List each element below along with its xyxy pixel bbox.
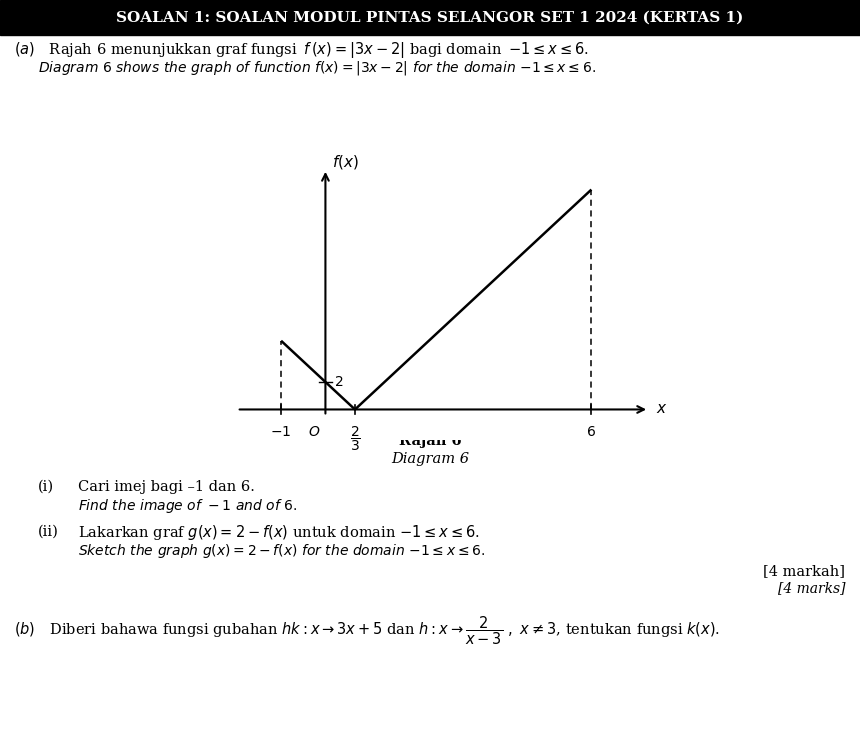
- Text: $\mathit{Sketch\ the\ graph\ }$$\mathit{g(x) = 2 - f(x)\ for\ the\ domain\ }$$-1: $\mathit{Sketch\ the\ graph\ }$$\mathit{…: [78, 542, 485, 560]
- Text: $\dfrac{2}{3}$: $\dfrac{2}{3}$: [349, 425, 360, 453]
- Text: $\mathit{Find\ the\ image\ of\ -1\ and\ of\ 6.}$: $\mathit{Find\ the\ image\ of\ -1\ and\ …: [78, 497, 298, 515]
- Text: (i): (i): [38, 480, 54, 494]
- Text: Cari imej bagi –1 dan 6.: Cari imej bagi –1 dan 6.: [78, 480, 255, 494]
- Text: $6$: $6$: [587, 425, 596, 438]
- Bar: [0, 0, 860, 35]
- Text: (ii): (ii): [38, 525, 58, 539]
- Text: $(a)$ Rajah 6 menunjukkan graf fungsi  $f\/(x) = |3x - 2|$ bagi domain  $-1 \leq: $(a)$ Rajah 6 menunjukkan graf fungsi $f…: [14, 40, 589, 60]
- Text: $x$: $x$: [655, 403, 667, 417]
- Text: $2$: $2$: [335, 375, 344, 389]
- Text: $-1$: $-1$: [271, 425, 292, 438]
- Text: Rajah 6: Rajah 6: [399, 434, 461, 448]
- Text: $O$: $O$: [308, 425, 321, 438]
- Text: [4 marks]: [4 marks]: [777, 581, 845, 595]
- Text: Diagram 6: Diagram 6: [391, 452, 469, 466]
- Text: Lakarkan graf $g(x) = 2 - f(x)$ untuk domain $-1 \leq x \leq 6$.: Lakarkan graf $g(x) = 2 - f(x)$ untuk do…: [78, 522, 480, 542]
- Text: $\mathit{Diagram\ 6\ shows\ the\ graph\ of\ function\ }$$\mathit{f(x) = |3x - 2|: $\mathit{Diagram\ 6\ shows\ the\ graph\ …: [38, 59, 596, 77]
- Text: $f(x)$: $f(x)$: [332, 153, 359, 171]
- Text: SOALAN 1: SOALAN MODUL PINTAS SELANGOR SET 1 2024 (KERTAS 1): SOALAN 1: SOALAN MODUL PINTAS SELANGOR S…: [116, 11, 744, 25]
- Text: [4 markah]: [4 markah]: [763, 564, 845, 578]
- Text: $(b)$ Diberi bahawa fungsi gubahan $hk : x \rightarrow 3x + 5$ dan $h : x \right: $(b)$ Diberi bahawa fungsi gubahan $hk :…: [14, 615, 720, 647]
